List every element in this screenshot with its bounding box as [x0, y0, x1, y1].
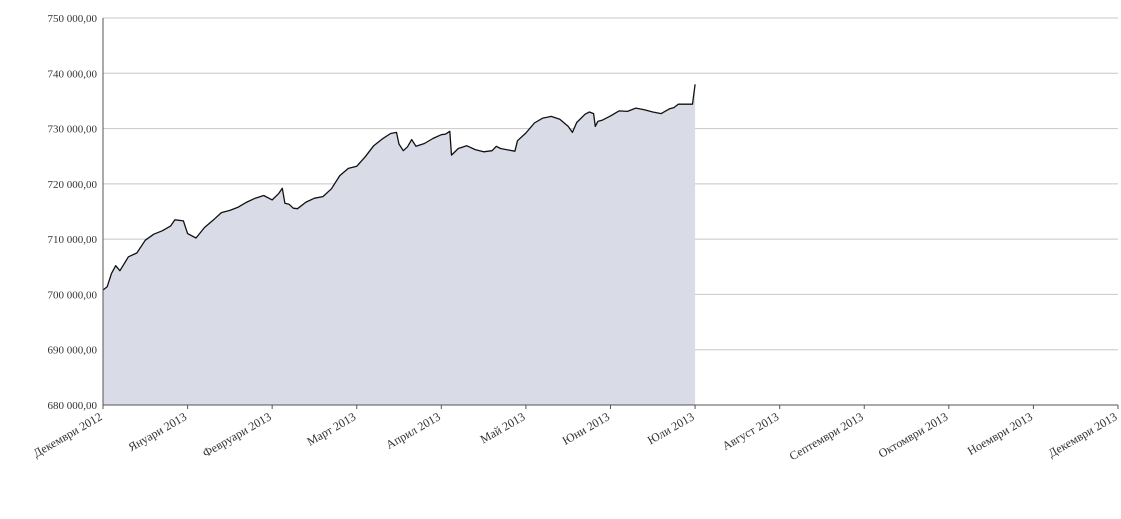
y-tick-label: 710 000,00: [48, 234, 98, 246]
y-tick-label: 680 000,00: [48, 400, 98, 412]
y-tick-label: 720 000,00: [48, 179, 98, 191]
y-tick-label: 700 000,00: [48, 289, 98, 301]
x-tick-label: Юли 2013: [645, 409, 697, 447]
x-tick-labels: Декември 2012 Януари 2013 Февруари 2013 Мар…: [31, 405, 1120, 463]
x-tick-label: Ноември 2013: [965, 409, 1035, 458]
x-tick-label: Април 2013: [383, 409, 442, 451]
y-tick-label: 690 000,00: [48, 345, 98, 357]
x-tick-label: Юни 2013: [560, 409, 612, 447]
y-tick-label: 750 000,00: [48, 13, 98, 25]
series-line: [102, 84, 696, 291]
y-tick-label: 730 000,00: [48, 124, 98, 136]
y-tick-label: 740 000,00: [48, 68, 98, 80]
y-tick-labels: 680 000,00 690 000,00 700 000,00 710 000,00…: [48, 13, 98, 412]
x-tick-label: Декември 2013: [1046, 409, 1120, 460]
x-tick-label: Септември 2013: [787, 409, 866, 463]
series-area: [103, 84, 696, 406]
x-tick-label: Декември 2012: [31, 409, 105, 460]
x-tick-label: Януари 2013: [126, 409, 189, 454]
x-tick-label: Февруари 2013: [200, 409, 274, 460]
x-tick-label: Октомври 2013: [876, 409, 950, 460]
x-tick-label: Май 2013: [478, 409, 528, 446]
x-tick-label: Март 2013: [304, 409, 358, 448]
x-tick-label: Август 2013: [720, 409, 781, 453]
